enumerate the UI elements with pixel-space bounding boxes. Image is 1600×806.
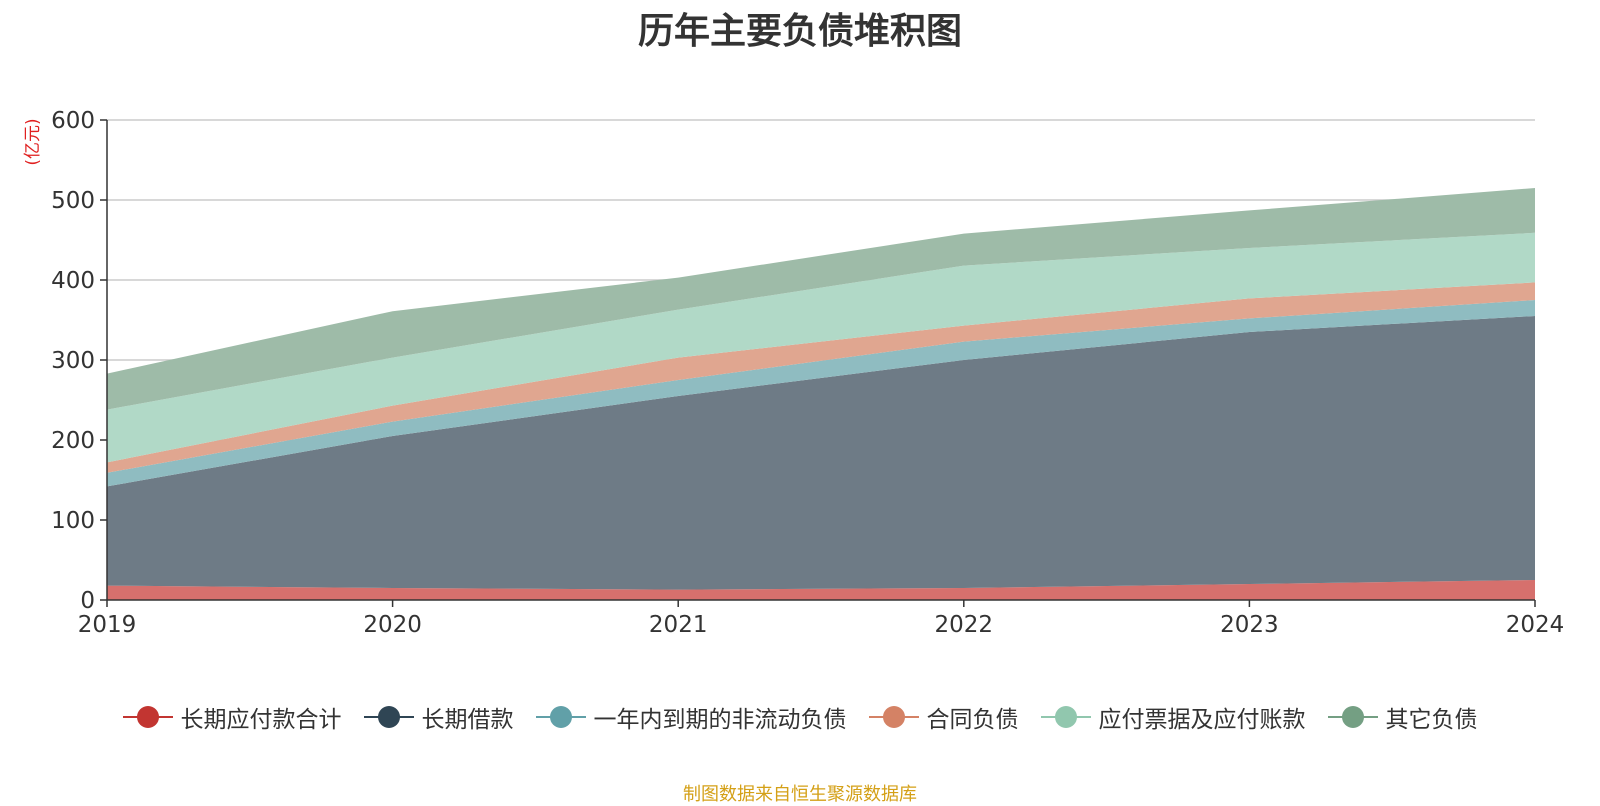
legend-item[interactable]: 其它负债 — [1327, 700, 1478, 734]
legend-label: 长期应付款合计 — [180, 707, 342, 733]
legend-label: 其它负债 — [1385, 707, 1478, 733]
legend-label: 合同负债 — [926, 707, 1019, 733]
legend-label: 一年内到期的非流动负债 — [593, 707, 847, 733]
legend-item[interactable]: 长期应付款合计 — [122, 700, 342, 734]
legend-marker-icon — [122, 704, 173, 730]
y-tick-label: 600 — [51, 108, 95, 134]
axes: 0 100 200 300 400 500 600 2019 2020 2021 2022 2023 2… — [51, 108, 1564, 638]
source-note: 制图数据来自恒生聚源数据库 — [683, 784, 917, 805]
legend-marker-icon — [363, 704, 414, 730]
area-series — [107, 188, 1535, 600]
chart-title: 历年主要负债堆积图 — [637, 11, 962, 52]
legend-marker-icon — [868, 704, 919, 730]
x-tick-label: 2023 — [1220, 612, 1279, 638]
legend-marker-icon — [535, 704, 586, 730]
legend-label: 长期借款 — [421, 707, 514, 733]
x-tick-label: 2022 — [935, 612, 994, 638]
area-series-1 — [107, 316, 1535, 590]
legend-item[interactable]: 应付票据及应付账款 — [1040, 700, 1306, 734]
y-tick-label: 0 — [80, 588, 95, 614]
area-series-5 — [107, 188, 1535, 410]
area-series-3 — [107, 282, 1535, 473]
x-tick-label: 2020 — [363, 612, 422, 638]
y-tick-label: 100 — [51, 508, 95, 534]
legend-marker-icon — [1327, 704, 1378, 730]
x-tick-label: 2021 — [649, 612, 708, 638]
legend-item[interactable]: 合同负债 — [868, 700, 1019, 734]
area-series-4 — [107, 232, 1535, 463]
x-tick-label: 2019 — [78, 612, 137, 638]
y-tick-label: 500 — [51, 188, 95, 214]
legend-item[interactable]: 长期借款 — [363, 700, 514, 734]
y-tick-label: 400 — [51, 268, 95, 294]
legend-label: 应付票据及应付账款 — [1098, 707, 1306, 733]
y-tick-label: 300 — [51, 348, 95, 374]
y-axis-unit-label: (亿元) — [23, 118, 43, 165]
stacked-area-chart: 0 100 200 300 400 500 600 2019 2020 2021 2022 2023 2… — [23, 108, 1564, 638]
area-series-0 — [107, 580, 1535, 600]
legend-item[interactable]: 一年内到期的非流动负债 — [535, 700, 847, 734]
legend-marker-icon — [1040, 704, 1091, 730]
legend: 长期应付款合计 长期借款 一年内到期的非流动负债 合同负债 应付票据及应付账款 其它负债 — [0, 700, 1600, 734]
x-tick-label: 2024 — [1506, 612, 1565, 638]
y-tick-label: 200 — [51, 428, 95, 454]
area-series-2 — [107, 300, 1535, 487]
